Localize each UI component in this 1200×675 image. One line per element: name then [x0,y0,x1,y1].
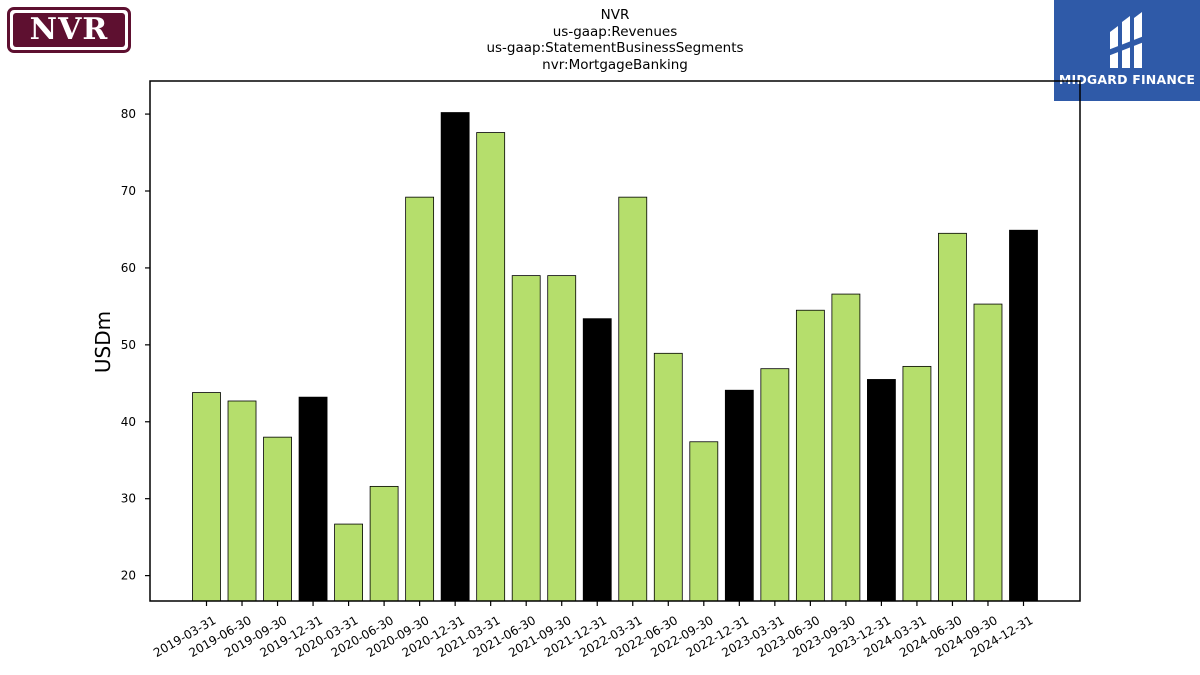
bar-2021-03-31 [476,132,506,602]
nvr-logo-text: NVR [29,12,109,47]
midgard-mark-icon [1108,12,1144,68]
y-axis: 20 30 40 50 60 70 80 [121,107,150,583]
bar-2024-03-31 [902,365,932,602]
plot-frame [149,80,1081,602]
bar-2024-09-30 [973,303,1003,602]
x-axis: 2019-03-312019-06-302019-09-302019-12-31… [151,601,1035,660]
y-tick-label: 80 [121,107,136,121]
bar-2024-06-30 [938,232,967,602]
y-tick-label: 40 [121,415,136,429]
chart-title-line-1: NVR [600,7,630,23]
bar-2023-06-30 [795,309,825,602]
chart-title-line-2: us-gaap:Revenues [552,24,678,40]
bar-2021-06-30 [511,275,541,602]
y-tick-label: 50 [121,338,136,352]
chart-title-line-4: nvr:MortgageBanking [542,57,688,73]
bar-2019-03-31 [192,392,221,602]
bar-2019-12-31 [298,396,328,602]
y-tick-label: 70 [121,184,136,198]
bar-2020-09-30 [405,196,435,602]
bar-2020-12-31 [440,112,470,602]
bar-2021-12-31 [582,318,612,602]
y-tick-label: 60 [121,261,136,275]
bar-2022-09-30 [689,441,719,602]
midgard-finance-logo: MIDGARD FINANCE [1054,0,1200,101]
y-tick-label: 30 [121,492,136,506]
bar-2023-09-30 [831,293,861,602]
chart-title-line-3: us-gaap:StatementBusinessSegments [486,40,744,56]
bar-series [192,112,1038,602]
bar-2022-03-31 [618,196,648,602]
y-tick-label: 20 [121,569,136,583]
bar-2019-09-30 [263,436,292,602]
bar-2020-06-30 [369,485,399,602]
bar-2020-03-31 [334,523,363,602]
bar-2019-06-30 [227,400,257,602]
bar-2023-03-31 [760,368,790,602]
y-axis-label: USDm [91,311,115,373]
bar-2021-09-30 [547,275,577,602]
bar-2023-12-31 [867,379,896,602]
nvr-logo-badge: NVR [13,13,125,47]
bar-2022-06-30 [653,352,683,602]
bar-2022-12-31 [724,389,754,602]
bar-2024-12-31 [1009,229,1038,602]
midgard-logo-text: MIDGARD FINANCE [1058,72,1196,87]
nvr-logo: NVR [7,7,131,53]
